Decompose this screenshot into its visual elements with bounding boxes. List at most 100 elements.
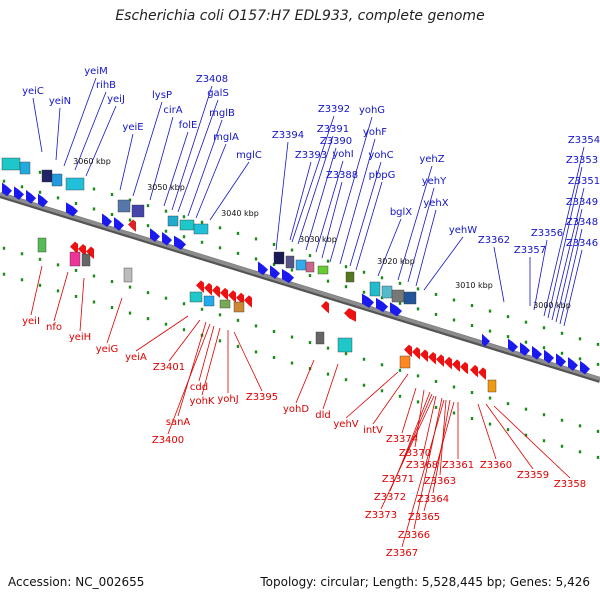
label-leader (493, 246, 505, 303)
label-leader (315, 160, 344, 253)
forward-gene-block (117, 199, 131, 213)
reverse-gene-arrow (196, 280, 204, 293)
label-leader (198, 325, 215, 382)
gene-label: yohK (190, 396, 215, 407)
gene-label: Z3370 (399, 448, 431, 459)
gene-label: yeiI (22, 316, 40, 327)
gene-label: yehZ (419, 154, 444, 165)
gene-label: Z3390 (320, 136, 352, 147)
gene-label: yehX (423, 198, 448, 209)
label-leader (135, 315, 189, 352)
reverse-gene-block (37, 237, 47, 253)
label-leader (559, 228, 583, 325)
label-leader (163, 131, 189, 207)
gene-label: Z3373 (365, 510, 397, 521)
label-leader (477, 403, 497, 460)
gene-label: Z3395 (246, 392, 278, 403)
gene-label: Z3394 (272, 130, 304, 141)
label-leader (289, 161, 312, 241)
reverse-gene-arrow (344, 308, 356, 322)
gene-label: Z3354 (568, 135, 600, 146)
reverse-gene-arrow (404, 344, 412, 358)
label-leader (233, 331, 263, 392)
gene-label: cirA (163, 105, 182, 116)
gene-label: galS (207, 88, 229, 99)
reverse-gene-block (123, 267, 133, 283)
label-leader (547, 166, 583, 319)
label-leader (30, 265, 43, 316)
gene-label: Z3391 (317, 124, 349, 135)
gene-label: Z3408 (196, 74, 228, 85)
forward-gene-arrow (38, 193, 48, 208)
label-leader (401, 399, 445, 548)
reverse-gene-arrow (244, 295, 252, 308)
gene-label: Z3356 (531, 228, 563, 239)
reverse-gene-arrow (452, 359, 460, 372)
forward-gene-arrow (532, 346, 542, 360)
gene-label: Z3368 (406, 460, 438, 471)
kbp-marker: 3020 kbp (377, 257, 415, 266)
gene-label: Z3374 (386, 434, 418, 445)
label-leader (32, 97, 43, 153)
reverse-gene-arrow (128, 219, 136, 232)
gene-label: Z3366 (398, 530, 430, 541)
reverse-gene-block (487, 379, 497, 393)
forward-gene-arrow (258, 261, 268, 276)
label-leader (485, 403, 534, 470)
label-leader (168, 319, 201, 362)
label-leader (401, 387, 417, 434)
label-leader (563, 249, 583, 327)
gene-labels: yeiC yeiN yeiM rihB yeiJ yeiE lysP cirA folE Z340… (22, 66, 600, 559)
gene-label: bglX (390, 207, 412, 218)
map-title: Escherichia coli O157:H7 EDL933, complet… (115, 8, 485, 24)
label-leader (53, 271, 69, 322)
forward-gene-block (167, 215, 179, 227)
forward-gene-block (51, 173, 63, 187)
forward-gene-block (295, 259, 307, 271)
label-leader (533, 239, 548, 311)
kbp-marker: 3010 kbp (455, 281, 493, 290)
forward-gene-arrow (482, 333, 490, 347)
reverse-gene-block (69, 251, 81, 267)
forward-gene-block (285, 255, 295, 269)
label-leader (106, 297, 123, 344)
reverse-gene-arrow (321, 300, 329, 314)
gene-label: mglC (236, 150, 262, 161)
label-leader (372, 373, 409, 425)
label-leader (85, 105, 117, 177)
label-leader (555, 208, 583, 323)
forward-gene-block (391, 289, 405, 303)
gene-label: yehY (422, 176, 447, 187)
forward-gene-block (403, 291, 417, 305)
genome-summary: Topology: circular; Length: 5,528,445 bp… (260, 575, 590, 589)
label-leader (493, 405, 571, 479)
forward-gene-block (41, 169, 53, 183)
reverse-gene-block (399, 355, 411, 369)
forward-gene-arrow (376, 297, 388, 313)
forward-gene-arrow (390, 302, 402, 317)
gene-label: Z3346 (566, 238, 598, 249)
gene-label: yeiH (69, 332, 91, 343)
forward-gene-arrow (102, 213, 112, 228)
gene-label: Z3364 (417, 494, 449, 505)
label-leader (543, 146, 585, 317)
gene-label: Z3348 (566, 217, 598, 228)
forward-gene-arrow (66, 202, 78, 217)
reverse-gene-arrow (444, 356, 452, 370)
forward-gene-arrow (544, 349, 554, 364)
forward-gene-arrow (270, 265, 280, 279)
forward-gene-block (1, 157, 21, 171)
gene-label: Z3357 (514, 245, 546, 256)
label-leader (177, 321, 207, 417)
label-leader (345, 371, 399, 419)
reverse-gene-block (219, 299, 231, 309)
reverse-gene-arrow (204, 282, 212, 296)
gene-label: yohD (283, 404, 309, 415)
gene-label: yeiM (84, 66, 107, 77)
gene-label: lysP (152, 90, 172, 101)
reverse-gene-arrow (428, 351, 436, 365)
label-leader (55, 107, 61, 161)
reverse-gene-arrow (228, 290, 236, 303)
gene-label: yohJ (217, 394, 238, 405)
accession-text: Accession: NC_002655 (8, 575, 145, 589)
